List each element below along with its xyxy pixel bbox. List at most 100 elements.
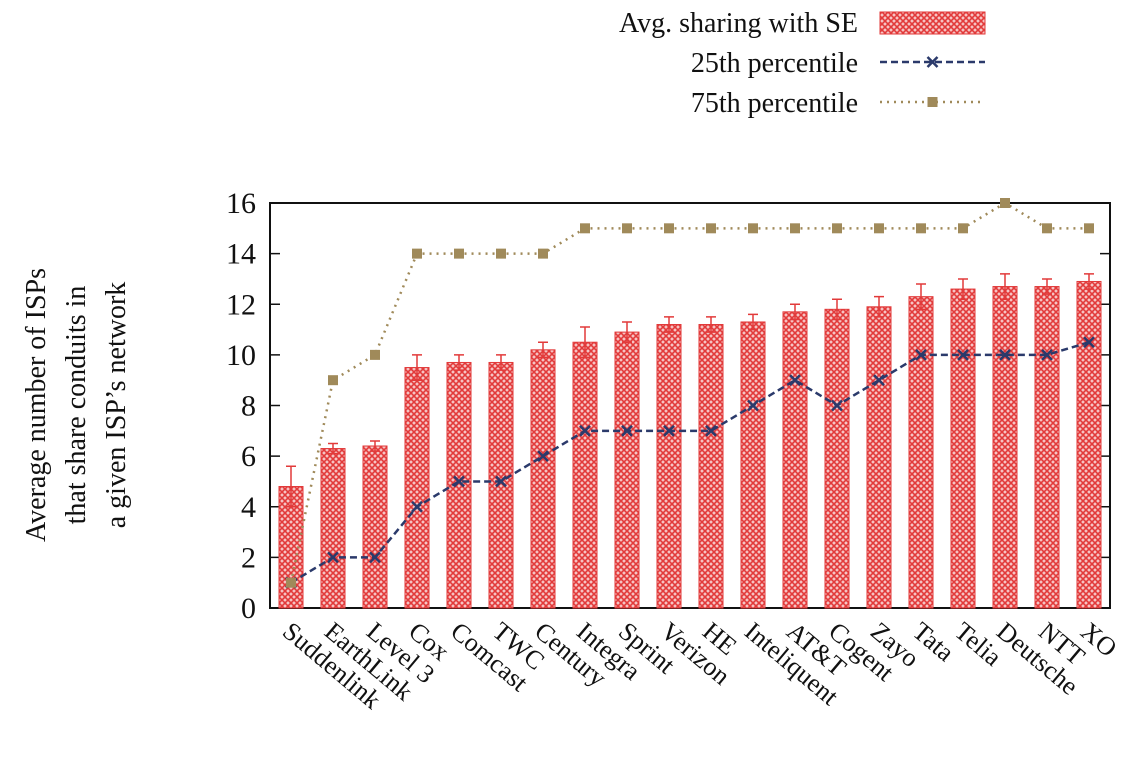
marker [958, 223, 968, 234]
marker [495, 475, 507, 488]
error-bar [1042, 278, 1052, 295]
legend-marker [927, 97, 938, 107]
bar [992, 286, 1018, 609]
error-bar [664, 316, 674, 333]
marker [411, 500, 423, 513]
bar [866, 306, 892, 609]
marker [790, 223, 800, 234]
error-bar [706, 316, 716, 333]
error-bar [286, 465, 296, 508]
y-axis-label: that share conduits in [61, 286, 92, 525]
bar [1034, 286, 1060, 609]
marker [789, 374, 801, 387]
error-bar [454, 354, 464, 371]
y-axis-label: Average number of ISPs [21, 268, 52, 542]
y-tick-label: 16 [226, 187, 256, 220]
bar [614, 331, 640, 609]
marker [664, 223, 674, 234]
line [290, 341, 1090, 584]
y-tick-label: 4 [241, 491, 256, 524]
bar [446, 361, 472, 609]
legend-swatch [879, 11, 986, 35]
error-bar [580, 326, 590, 359]
error-bar [538, 341, 548, 359]
marker [873, 374, 885, 387]
marker [832, 223, 842, 234]
marker [580, 223, 590, 234]
marker [370, 349, 380, 360]
marker [369, 551, 381, 564]
bar [362, 445, 388, 609]
y-axis-label: a given ISP’s network [101, 282, 132, 529]
marker [328, 375, 338, 386]
plot-frame [269, 202, 1111, 609]
bar [950, 288, 976, 609]
error-bar [832, 298, 842, 321]
marker [1000, 198, 1010, 208]
marker [621, 424, 633, 437]
bar [404, 367, 430, 609]
marker [999, 348, 1011, 361]
marker [454, 248, 464, 259]
y-tick-label: 10 [226, 339, 256, 372]
bar [908, 296, 934, 609]
y-tick-label: 8 [241, 390, 256, 423]
y-tick-label: 12 [226, 288, 256, 321]
marker [1084, 223, 1094, 234]
bar [824, 308, 850, 609]
bar [320, 448, 346, 609]
error-bar [412, 354, 422, 381]
marker [622, 223, 632, 234]
y-tick-label: 6 [241, 440, 256, 473]
bar [1076, 280, 1102, 609]
bar [740, 321, 766, 609]
error-bar [328, 442, 338, 455]
marker [412, 248, 422, 259]
marker [496, 248, 506, 259]
legend-label: Avg. sharing with SE [619, 8, 858, 39]
marker [706, 223, 716, 234]
line [289, 201, 1089, 583]
marker [538, 248, 548, 259]
legend-marker [926, 56, 939, 68]
marker [915, 348, 927, 361]
error-bar [1000, 273, 1010, 300]
marker [916, 223, 926, 234]
marker [453, 475, 465, 488]
marker [1083, 336, 1095, 349]
marker [831, 399, 843, 412]
error-bar [496, 354, 506, 371]
error-bar [958, 278, 968, 300]
legend-label: 25th percentile [691, 48, 858, 79]
marker [748, 223, 758, 234]
y-tick-label: 2 [241, 541, 256, 574]
error-bar [916, 283, 926, 311]
marker [1042, 223, 1052, 234]
marker [747, 399, 759, 412]
marker [663, 424, 675, 437]
bar [530, 349, 556, 609]
error-bar [748, 313, 758, 331]
marker [874, 223, 884, 234]
marker [1041, 348, 1053, 361]
marker [957, 348, 969, 361]
error-bar [370, 440, 380, 452]
y-tick-label: 0 [241, 592, 256, 625]
error-bar [874, 295, 884, 318]
legend-label: 75th percentile [691, 88, 858, 119]
error-bar [790, 303, 800, 321]
marker [286, 577, 296, 588]
bar [572, 341, 598, 609]
bar [488, 361, 514, 609]
marker [579, 424, 591, 437]
bar [656, 324, 682, 609]
y-tick-label: 14 [226, 238, 256, 271]
bar [782, 311, 808, 609]
bar [698, 324, 724, 609]
marker [537, 450, 549, 463]
error-bar [622, 321, 632, 343]
error-bar [1084, 273, 1094, 290]
marker [327, 551, 339, 564]
marker [705, 424, 717, 437]
